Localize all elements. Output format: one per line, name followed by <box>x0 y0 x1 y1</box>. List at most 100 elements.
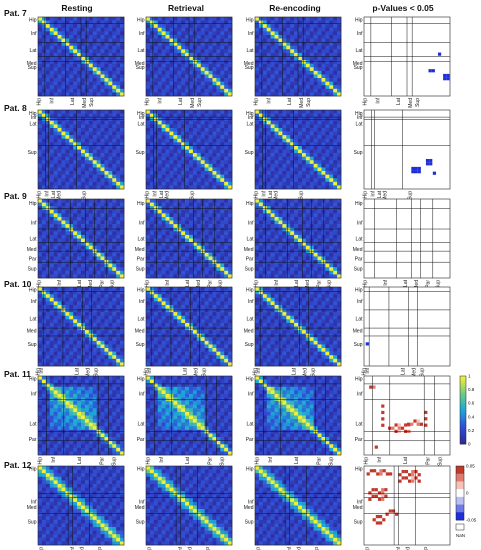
matrix-cell <box>153 263 159 268</box>
matrix-cell <box>165 135 170 140</box>
matrix-cell <box>301 256 307 261</box>
significant-cell <box>437 52 442 56</box>
matrix-cell <box>286 213 291 218</box>
matrix-cell <box>112 160 117 165</box>
matrix-cell <box>65 322 70 327</box>
matrix-cell <box>116 267 121 272</box>
matrix-cell <box>337 85 342 90</box>
matrix-cell <box>208 263 213 268</box>
y-tick-label: Inf <box>139 221 145 227</box>
matrix-cell <box>185 220 190 225</box>
matrix-cell <box>224 274 229 279</box>
matrix-cell <box>325 78 330 82</box>
matrix-cell <box>57 160 62 165</box>
matrix-cell <box>120 78 125 82</box>
matrix-cell <box>153 117 159 122</box>
matrix-cell <box>41 267 47 272</box>
matrix-cell <box>108 145 113 150</box>
matrix-cell <box>173 153 178 157</box>
matrix-cell <box>84 213 90 218</box>
matrix-cell <box>228 74 233 79</box>
matrix-cell <box>146 178 151 183</box>
matrix-cell <box>96 308 101 313</box>
matrix-cell <box>212 110 217 114</box>
x-tick-label: Sup <box>327 280 333 289</box>
matrix-cell <box>204 17 209 21</box>
matrix-cell <box>49 267 54 272</box>
matrix-cell <box>181 202 186 207</box>
matrix-cell <box>157 42 162 47</box>
matrix-cell <box>270 178 275 183</box>
matrix-cell <box>77 199 82 203</box>
matrix-cell <box>301 231 307 236</box>
matrix-cell <box>112 301 117 306</box>
matrix-cell <box>149 78 155 82</box>
matrix-cell <box>161 234 166 239</box>
matrix-cell <box>57 312 62 317</box>
matrix-cell <box>196 60 202 64</box>
matrix-cell <box>298 38 303 43</box>
matrix-cell <box>270 145 275 150</box>
matrix-cell <box>337 45 342 50</box>
matrix-cell <box>290 60 295 64</box>
matrix-cell <box>65 245 70 250</box>
matrix-cell <box>220 227 225 232</box>
matrix-cell <box>53 127 58 132</box>
matrix-cell <box>169 124 174 129</box>
matrix-cell <box>274 78 279 82</box>
matrix-cell <box>149 174 155 179</box>
matrix-cell <box>120 337 125 342</box>
matrix-cell <box>116 294 121 299</box>
matrix-cell <box>96 270 101 275</box>
matrix-cell <box>116 67 121 72</box>
matrix-cell <box>189 24 194 29</box>
matrix-cell <box>228 38 233 43</box>
matrix-cell <box>88 67 94 72</box>
matrix-cell <box>120 234 125 239</box>
matrix-cell <box>337 52 342 57</box>
matrix-cell <box>329 135 334 140</box>
matrix-cell <box>185 209 190 214</box>
matrix-cell <box>112 319 117 324</box>
matrix-cell <box>329 242 334 246</box>
matrix-cell <box>96 333 101 338</box>
matrix-cell <box>329 267 334 272</box>
matrix-cell <box>278 181 283 186</box>
matrix-cell <box>88 56 94 61</box>
matrix-cell <box>309 135 314 140</box>
matrix-cell <box>305 174 311 179</box>
matrix-cell <box>61 297 66 302</box>
matrix-cell <box>204 67 209 72</box>
matrix-cell <box>120 252 125 257</box>
matrix-cell <box>313 124 318 129</box>
matrix-cell <box>192 238 198 243</box>
matrix-cell <box>204 42 209 47</box>
matrix-cell <box>290 224 295 229</box>
matrix-cell <box>266 117 271 122</box>
patient-label-8: Pat. 8 <box>4 103 27 113</box>
matrix-cell <box>294 31 299 36</box>
matrix-cell <box>192 17 198 21</box>
matrix-cell <box>317 174 322 179</box>
matrix-cell <box>262 224 268 229</box>
matrix-cell <box>329 38 334 43</box>
matrix-cell <box>41 38 47 43</box>
matrix-cell <box>266 49 271 54</box>
matrix-cell <box>196 131 202 136</box>
matrix-cell <box>165 49 170 54</box>
matrix-cell <box>173 274 178 279</box>
matrix-cell <box>153 49 159 54</box>
matrix-cell <box>96 74 101 79</box>
matrix-cell <box>49 185 54 190</box>
matrix-cell <box>192 78 198 82</box>
matrix-cell <box>262 60 268 64</box>
matrix-cell <box>73 92 78 97</box>
matrix-cell <box>181 92 186 97</box>
matrix-cell <box>53 63 58 68</box>
matrix-cell <box>165 245 170 250</box>
matrix-cell <box>108 67 113 72</box>
matrix-cell <box>49 88 54 93</box>
significant-cell <box>417 170 421 174</box>
matrix-cell <box>189 42 194 47</box>
matrix-cell <box>53 113 58 118</box>
